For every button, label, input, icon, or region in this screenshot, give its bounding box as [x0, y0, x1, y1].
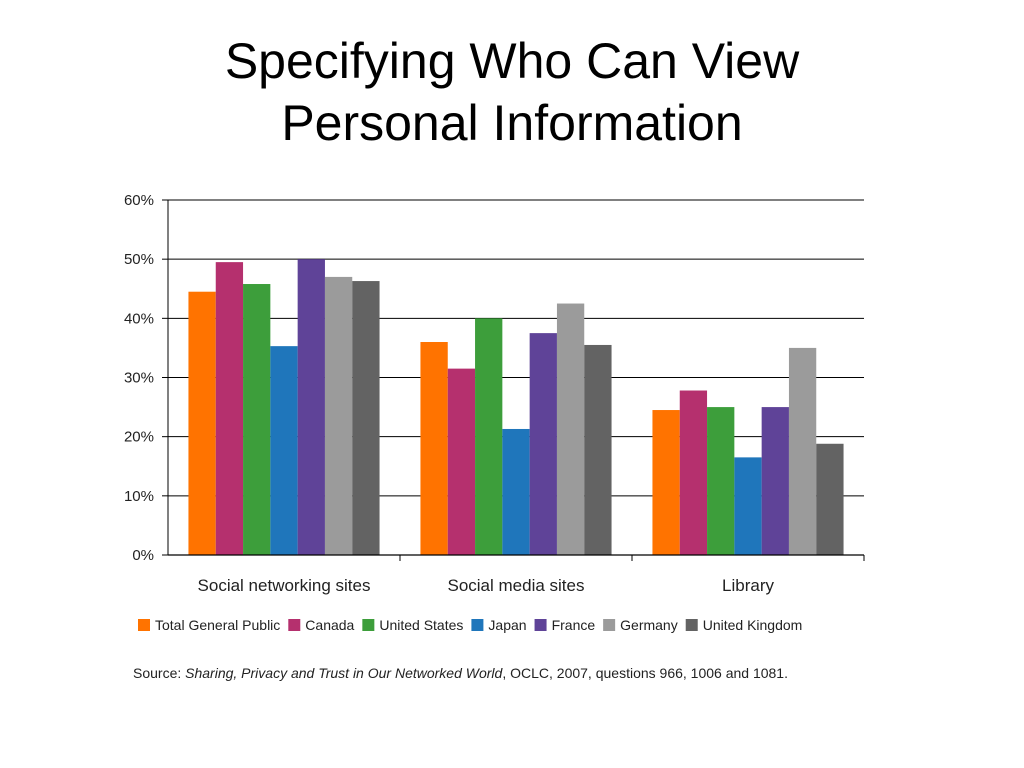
- x-category-label: Social networking sites: [198, 576, 371, 595]
- legend-label: Japan: [488, 617, 526, 633]
- bar: [188, 292, 215, 555]
- legend-label: France: [552, 617, 596, 633]
- bar: [530, 333, 557, 555]
- legend-label: United Kingdom: [703, 617, 803, 633]
- bar: [420, 342, 447, 555]
- bar: [680, 391, 707, 555]
- legend-swatch: [362, 619, 374, 631]
- legend-label: Total General Public: [155, 617, 280, 633]
- bar: [448, 369, 475, 555]
- legend-swatch: [535, 619, 547, 631]
- legend-swatch: [138, 619, 150, 631]
- x-category-label: Library: [722, 576, 774, 595]
- y-tick-label: 20%: [124, 429, 154, 446]
- y-tick-label: 10%: [124, 488, 154, 505]
- bar: [475, 318, 502, 555]
- y-tick-label: 60%: [124, 192, 154, 209]
- legend-label: Canada: [305, 617, 354, 633]
- bars: [188, 259, 843, 555]
- y-tick-label: 40%: [124, 310, 154, 327]
- source-note: Source: Sharing, Privacy and Trust in Ou…: [133, 665, 788, 681]
- x-category-label: Social media sites: [447, 576, 584, 595]
- bar: [557, 304, 584, 555]
- bar: [270, 346, 297, 555]
- bar: [584, 345, 611, 555]
- bar: [734, 457, 761, 555]
- legend-swatch: [603, 619, 615, 631]
- bar: [652, 410, 679, 555]
- bar: [789, 348, 816, 555]
- bar: [243, 284, 270, 555]
- source-suffix: , OCLC, 2007, questions 966, 1006 and 10…: [502, 665, 788, 681]
- legend-swatch: [686, 619, 698, 631]
- bar: [325, 277, 352, 555]
- y-tick-label: 0%: [132, 547, 154, 564]
- y-tick-label: 50%: [124, 251, 154, 268]
- x-category-labels: Social networking sites Social media site…: [198, 576, 775, 595]
- source-prefix: Source:: [133, 665, 185, 681]
- legend-label: Germany: [620, 617, 678, 633]
- bar: [216, 262, 243, 555]
- legend-swatch: [471, 619, 483, 631]
- bar: [816, 444, 843, 555]
- legend-swatch: [288, 619, 300, 631]
- bar: [502, 429, 529, 555]
- source-title: Sharing, Privacy and Trust in Our Networ…: [185, 665, 503, 681]
- y-tick-label: 30%: [124, 370, 154, 387]
- bar: [352, 281, 379, 555]
- legend: Total General Public Canada United States J…: [138, 617, 802, 633]
- bar: [298, 259, 325, 555]
- bar: [762, 407, 789, 555]
- legend-label: United States: [379, 617, 463, 633]
- y-tick-labels: 0% 10% 20% 30% 40% 50% 60%: [124, 192, 154, 564]
- bar: [707, 407, 734, 555]
